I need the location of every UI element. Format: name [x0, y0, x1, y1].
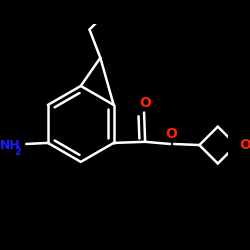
Text: O: O: [139, 96, 151, 110]
Text: O: O: [239, 138, 250, 152]
Text: 2: 2: [15, 146, 22, 156]
Text: NH: NH: [0, 138, 21, 151]
Text: O: O: [165, 127, 177, 141]
